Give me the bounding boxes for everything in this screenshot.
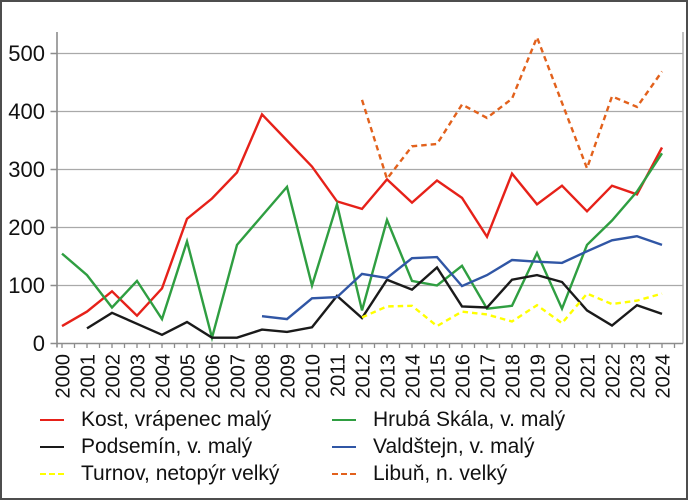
- y-axis-label: 300: [8, 157, 45, 182]
- x-axis-label: 2022: [603, 354, 625, 399]
- legend-column-1: Kost, vrápenec malý Podsemín, v. malý Turn…: [40, 406, 279, 487]
- x-axis-label: 2011: [328, 354, 350, 397]
- x-axis-label: 2007: [228, 354, 250, 399]
- x-axis-label: 2012: [353, 354, 375, 399]
- y-axis-label: 500: [8, 41, 45, 66]
- x-axis-label: 2017: [478, 354, 500, 399]
- legend-swatch-solid-line: [332, 418, 356, 421]
- x-axis-label: 2010: [303, 354, 325, 399]
- x-axis-label: 2019: [528, 354, 550, 399]
- x-axis-label: 2000: [53, 354, 75, 399]
- x-axis-label: 2023: [628, 354, 650, 399]
- x-axis-label: 2021: [578, 354, 600, 399]
- x-axis-label: 2009: [278, 354, 300, 399]
- legend-item: Hrubá Skála, v. malý: [332, 406, 565, 433]
- y-axis-label: 0: [33, 331, 45, 356]
- legend-swatch-solid-line: [40, 418, 64, 421]
- legend-label: Hrubá Skála, v. malý: [373, 407, 566, 431]
- series-line-2: [86, 265, 663, 339]
- x-axis-label: 2024: [653, 354, 675, 399]
- chart-legend: Kost, vrápenec malý Podsemín, v. malý Turn…: [2, 406, 686, 498]
- x-axis-label: 2018: [503, 354, 525, 399]
- y-axis-label: 400: [8, 99, 45, 124]
- series-line-3: [261, 234, 663, 321]
- legend-item: Podsemín, v. malý: [40, 433, 279, 460]
- legend-label: Valdštejn, v. malý: [373, 434, 535, 458]
- x-axis-label: 2020: [553, 354, 575, 399]
- series-line-4: [361, 292, 663, 328]
- series-line-0: [61, 112, 664, 328]
- x-axis-label: 2003: [128, 354, 150, 399]
- legend-label: Podsemín, v. malý: [81, 434, 253, 458]
- legend-swatch-dashed-line: [40, 472, 64, 475]
- legend-swatch-solid-line: [40, 445, 64, 448]
- legend-label: Kost, vrápenec malý: [81, 407, 272, 431]
- legend-item: Turnov, netopýr velký: [40, 460, 279, 487]
- x-axis-label: 2014: [403, 354, 425, 399]
- x-axis-label: 2008: [253, 354, 275, 399]
- y-axis-label: 100: [8, 273, 45, 298]
- line-chart: 0 100 200 300 400 500 2000 2001 2002 2003 2004 2005…: [8, 32, 684, 399]
- x-axis-label: 2001: [78, 354, 100, 399]
- x-axis-label: 2015: [428, 354, 450, 399]
- legend-label: Turnov, netopýr velký: [81, 461, 280, 485]
- legend-label: Libuň, n. velký: [373, 461, 508, 485]
- series-line-1: [61, 152, 664, 343]
- legend-swatch-dashed-line: [332, 472, 356, 475]
- x-axis-label: 2005: [178, 354, 200, 399]
- y-axis-label: 200: [8, 215, 45, 240]
- x-axis-label: 2002: [103, 354, 125, 399]
- x-axis-label: 2013: [378, 354, 400, 399]
- x-axis-label: 2006: [203, 354, 225, 399]
- series-line-5: [360, 34, 663, 182]
- legend-swatch-solid-line: [332, 445, 356, 448]
- x-axis-label: 2016: [453, 354, 475, 399]
- legend-item: Kost, vrápenec malý: [40, 406, 279, 433]
- legend-item: Libuň, n. velký: [332, 460, 565, 487]
- legend-column-2: Hrubá Skála, v. malý Valdštejn, v. malý Li…: [332, 406, 565, 487]
- x-axis-label: 2004: [153, 354, 175, 399]
- legend-item: Valdštejn, v. malý: [332, 433, 565, 460]
